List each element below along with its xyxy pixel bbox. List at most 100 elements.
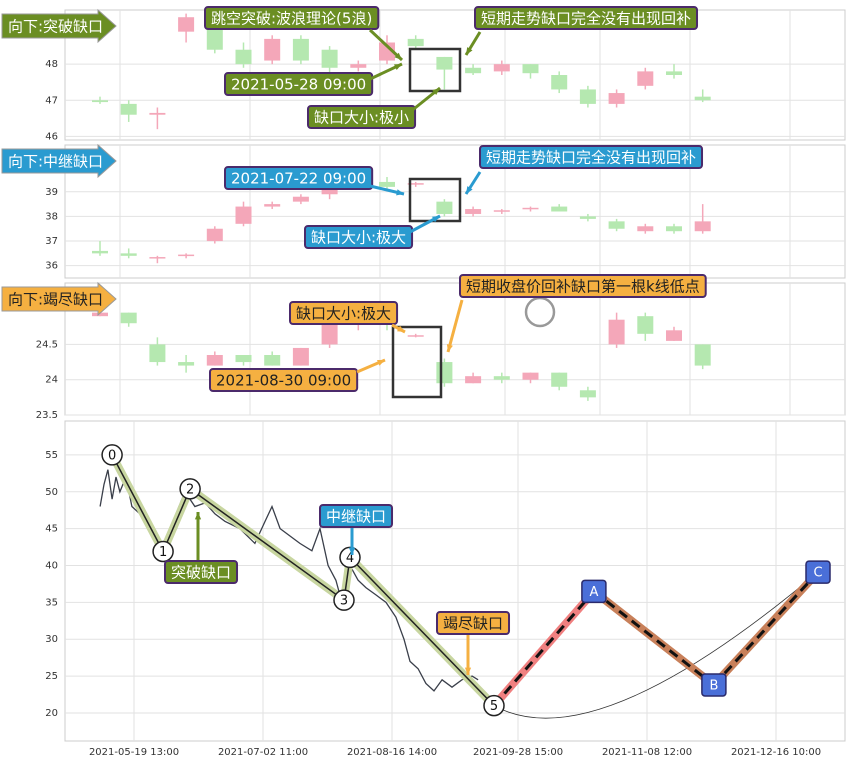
y-tick-label: 38 (45, 211, 58, 222)
arrow-head (394, 52, 402, 60)
arrow-head (446, 344, 453, 352)
annotation-arrow (446, 299, 464, 353)
candle-body (206, 24, 223, 50)
annotation: 2021-07-22 09:00 (224, 166, 405, 196)
y-tick-label: 37 (45, 236, 58, 247)
candle-body (666, 330, 682, 341)
candle-body (579, 216, 596, 219)
wave-line (162, 488, 191, 552)
arrow-head (377, 360, 385, 366)
wave-point (152, 540, 174, 563)
candle-body (92, 312, 108, 317)
candle-body (608, 221, 625, 229)
y-tick-label: 24 (45, 375, 58, 386)
wave-point (701, 673, 727, 697)
candle-body (637, 226, 654, 232)
y-tick-label: 24.5 (36, 339, 58, 350)
y-tick-label: 20 (45, 708, 58, 719)
candle-body (465, 209, 482, 214)
price-line (99, 469, 479, 692)
candle-body (321, 49, 338, 68)
panel-title: 向下:突破缺口 (8, 18, 103, 36)
y-tick-label: 46 (45, 131, 58, 142)
wave-label: 2 (186, 482, 194, 497)
annotation-text: 突破缺口 (171, 564, 231, 582)
candle-body (666, 71, 682, 75)
candle-body (436, 201, 453, 214)
wave-point (805, 560, 831, 584)
candle-body (522, 207, 539, 210)
wave-point (483, 694, 505, 717)
annotation: 2021-05-28 09:00 (224, 62, 403, 96)
annotation-box (436, 611, 511, 635)
candle-body (694, 221, 711, 232)
annotation-box (224, 72, 374, 96)
annotation-box (289, 301, 399, 325)
candle-body (666, 226, 682, 232)
wave-point (339, 546, 361, 569)
annotation-text: 短期收盘价回补缺口第一根k线低点 (466, 278, 700, 296)
candle-body (120, 103, 137, 115)
y-tick-label: 35 (45, 597, 58, 608)
arrow-head (466, 47, 473, 55)
candle-body (579, 390, 596, 398)
annotation-box (474, 6, 699, 30)
candle-body (551, 75, 568, 90)
candle-body (379, 181, 395, 187)
wave-label: 5 (490, 699, 498, 714)
wave-point (101, 444, 123, 466)
candle-body (292, 347, 309, 366)
candle-body (206, 355, 223, 366)
candle-body (178, 362, 195, 366)
candle-body (407, 38, 424, 47)
wave-line (111, 454, 164, 552)
candle-body (465, 67, 482, 74)
wave-label: 4 (346, 551, 354, 566)
candle-body (292, 38, 309, 61)
candle-body (178, 254, 195, 257)
candle-body (407, 335, 424, 337)
y-tick-label: 23.5 (36, 410, 58, 421)
annotation-box (164, 560, 239, 584)
title-arrow (1, 281, 117, 317)
x-tick-label: 2021-05-19 13:00 (89, 747, 179, 758)
y-tick-label: 36 (45, 261, 58, 272)
title-arrow (1, 8, 117, 44)
wave-line (189, 488, 345, 601)
arrow-head (348, 547, 356, 555)
annotation: 短期走势缺口完全没有出现回补 (464, 6, 699, 56)
annotation-box (319, 504, 394, 528)
annotation: 短期走势缺口完全没有出现回补 (464, 145, 704, 195)
x-tick-label: 2021-09-28 15:00 (473, 747, 563, 758)
candle-body (120, 253, 137, 256)
candle-body (493, 64, 510, 72)
annotation: 短期收盘价回补缺口第一根k线低点 (446, 274, 707, 353)
candle-body (407, 183, 424, 185)
candle-body (235, 355, 252, 363)
candle-body (522, 64, 539, 74)
candle-body (235, 49, 252, 65)
candle-body (608, 93, 625, 104)
y-tick-label: 47 (45, 95, 58, 106)
arrow-head (394, 64, 402, 70)
arrow-head (466, 186, 473, 194)
candle-body (522, 372, 539, 380)
wave-line (712, 571, 820, 686)
arrow-head (432, 88, 440, 96)
x-tick-label: 2021-08-16 14:00 (347, 747, 437, 758)
gap-highlight (391, 325, 443, 399)
candle-body (637, 71, 654, 86)
projection-curve (493, 571, 819, 719)
arrow-head (432, 216, 440, 223)
y-tick-label: 39 (45, 187, 58, 198)
annotation-text: 跳空突破:波浪理论(5浪) (211, 10, 372, 28)
candle-body (436, 362, 453, 384)
candle-body (637, 316, 654, 334)
annotation-text: 缺口大小:极小 (314, 109, 409, 127)
arrow-head (397, 325, 405, 332)
candle-body (321, 323, 338, 345)
x-tick-label: 2021-11-08 12:00 (602, 747, 692, 758)
annotation-box (209, 368, 359, 392)
candle-body (92, 100, 108, 103)
